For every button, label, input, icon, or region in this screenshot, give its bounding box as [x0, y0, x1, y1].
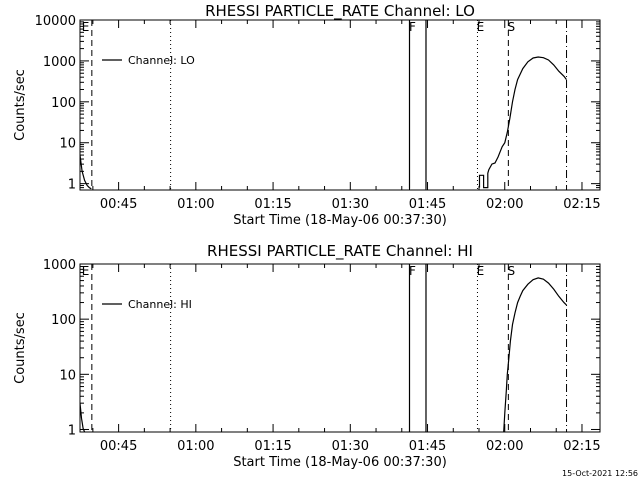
x-tick-label: 01:45 — [409, 439, 446, 454]
y-tick-label: 10 — [59, 137, 76, 152]
series-group — [80, 264, 567, 432]
event-marker-label: F — [409, 20, 416, 34]
series-line-channello — [478, 56, 567, 189]
chart-hi-channel: RHESSI PARTICLE_RATE Channel: HI 00:45 01:… — [13, 242, 601, 470]
y-tick-label: 1000 — [43, 258, 76, 273]
legend-label: Channel: HI — [128, 298, 192, 311]
plot-frame — [79, 19, 601, 191]
chart-lo-channel: RHESSI PARTICLE_RATE Channel: LO 00:45 01:… — [13, 2, 601, 228]
series-line-channello — [80, 155, 92, 190]
x-axis-label: Start Time (18-May-06 00:37:30) — [233, 455, 447, 470]
y-tick-label: 100 — [51, 96, 76, 111]
y-tick-label: 100 — [51, 313, 76, 328]
x-tick-label: 01:15 — [254, 197, 291, 212]
x-tick-label: 01:45 — [409, 197, 446, 212]
series-line-channelhi — [80, 403, 86, 432]
x-tick-label: 02:00 — [486, 197, 523, 212]
footer-timestamp: 15-Oct-2021 12:56 — [562, 469, 638, 478]
x-tick-label: 01:00 — [177, 197, 214, 212]
x-tick-label: 01:30 — [332, 197, 369, 212]
event-marker-label: F — [409, 264, 416, 278]
plot-frame — [79, 263, 601, 433]
y-tick-label: 10000 — [35, 14, 76, 29]
x-tick-label: 02:15 — [563, 439, 600, 454]
chart-title: RHESSI PARTICLE_RATE Channel: HI — [207, 242, 473, 261]
x-axis-label: Start Time (18-May-06 00:37:30) — [233, 213, 447, 228]
event-marker-label: S — [508, 20, 516, 34]
y-tick-label: 1 — [68, 423, 76, 438]
x-tick-label: 02:00 — [486, 439, 523, 454]
y-tick-label: 10 — [59, 368, 76, 383]
event-marker-label: E — [82, 20, 90, 34]
event-marker-label: E — [477, 264, 485, 278]
x-tick-label: 01:00 — [177, 439, 214, 454]
y-axis-label: Counts/sec — [13, 312, 28, 384]
y-tick-label: 1 — [68, 178, 76, 193]
legend-label: Channel: LO — [128, 54, 195, 67]
x-tick-label: 00:45 — [100, 439, 137, 454]
event-marker-label: S — [508, 264, 516, 278]
y-axis-label: Counts/sec — [13, 69, 28, 141]
x-tick-label: 02:15 — [563, 197, 600, 212]
event-marker-label: E — [477, 20, 485, 34]
y-tick-label: 1000 — [43, 55, 76, 70]
x-tick-label: 01:30 — [332, 439, 369, 454]
series-group — [80, 20, 567, 190]
chart-title: RHESSI PARTICLE_RATE Channel: LO — [205, 2, 475, 21]
series-line-channelhi — [503, 277, 567, 432]
event-marker-label: E — [82, 264, 90, 278]
x-tick-label: 00:45 — [100, 197, 137, 212]
x-tick-label: 01:15 — [254, 439, 291, 454]
